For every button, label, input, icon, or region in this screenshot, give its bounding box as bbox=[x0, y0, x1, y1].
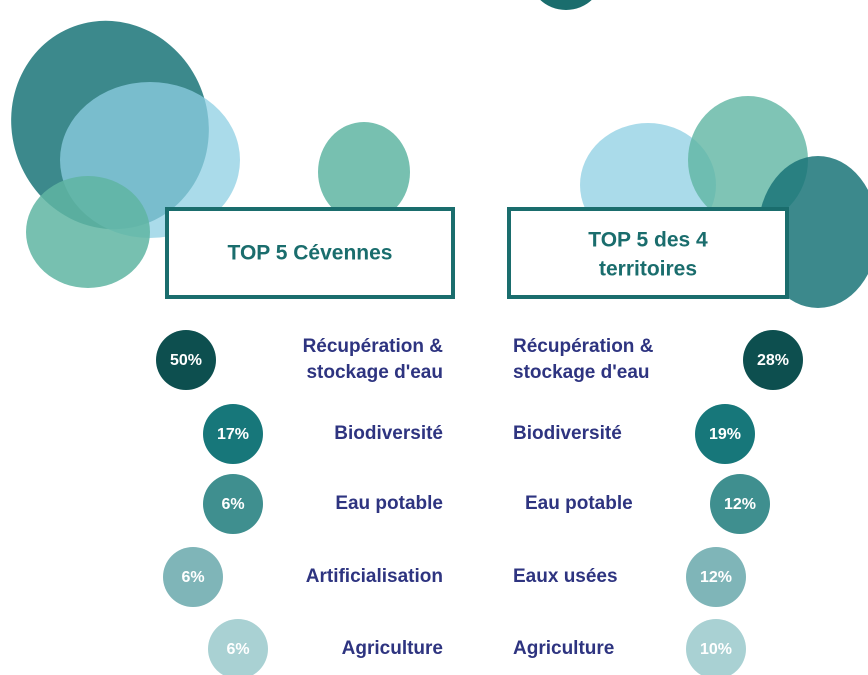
percent: 17% bbox=[217, 426, 249, 443]
percent: 50% bbox=[170, 352, 202, 369]
title: TOP 5 des 4 bbox=[588, 229, 708, 252]
label: Eau potable bbox=[525, 493, 633, 514]
label: Récupération & bbox=[513, 336, 654, 357]
label: stockage d'eau bbox=[306, 362, 443, 383]
percent: 6% bbox=[221, 496, 244, 513]
percent: 6% bbox=[226, 641, 249, 658]
infographic: TOP 5 Cévennes TOP 5 des 4 territoires 5… bbox=[0, 0, 868, 675]
label: Eau potable bbox=[335, 493, 443, 514]
label: Eaux usées bbox=[513, 566, 618, 587]
label: Agriculture bbox=[342, 638, 443, 659]
label: stockage d'eau bbox=[513, 362, 650, 383]
percent: 12% bbox=[700, 569, 732, 586]
label: Agriculture bbox=[513, 638, 614, 659]
label: Récupération & bbox=[303, 336, 444, 357]
percent: 10% bbox=[700, 641, 732, 658]
percent: 19% bbox=[709, 426, 741, 443]
title: TOP 5 Cévennes bbox=[228, 242, 393, 265]
title: territoires bbox=[599, 258, 697, 281]
label: Biodiversité bbox=[513, 423, 622, 444]
percent: 6% bbox=[181, 569, 204, 586]
label: Artificialisation bbox=[306, 566, 443, 587]
label: Biodiversité bbox=[334, 423, 443, 444]
percent: 12% bbox=[724, 496, 756, 513]
percent: 28% bbox=[757, 352, 789, 369]
box bbox=[509, 209, 787, 297]
